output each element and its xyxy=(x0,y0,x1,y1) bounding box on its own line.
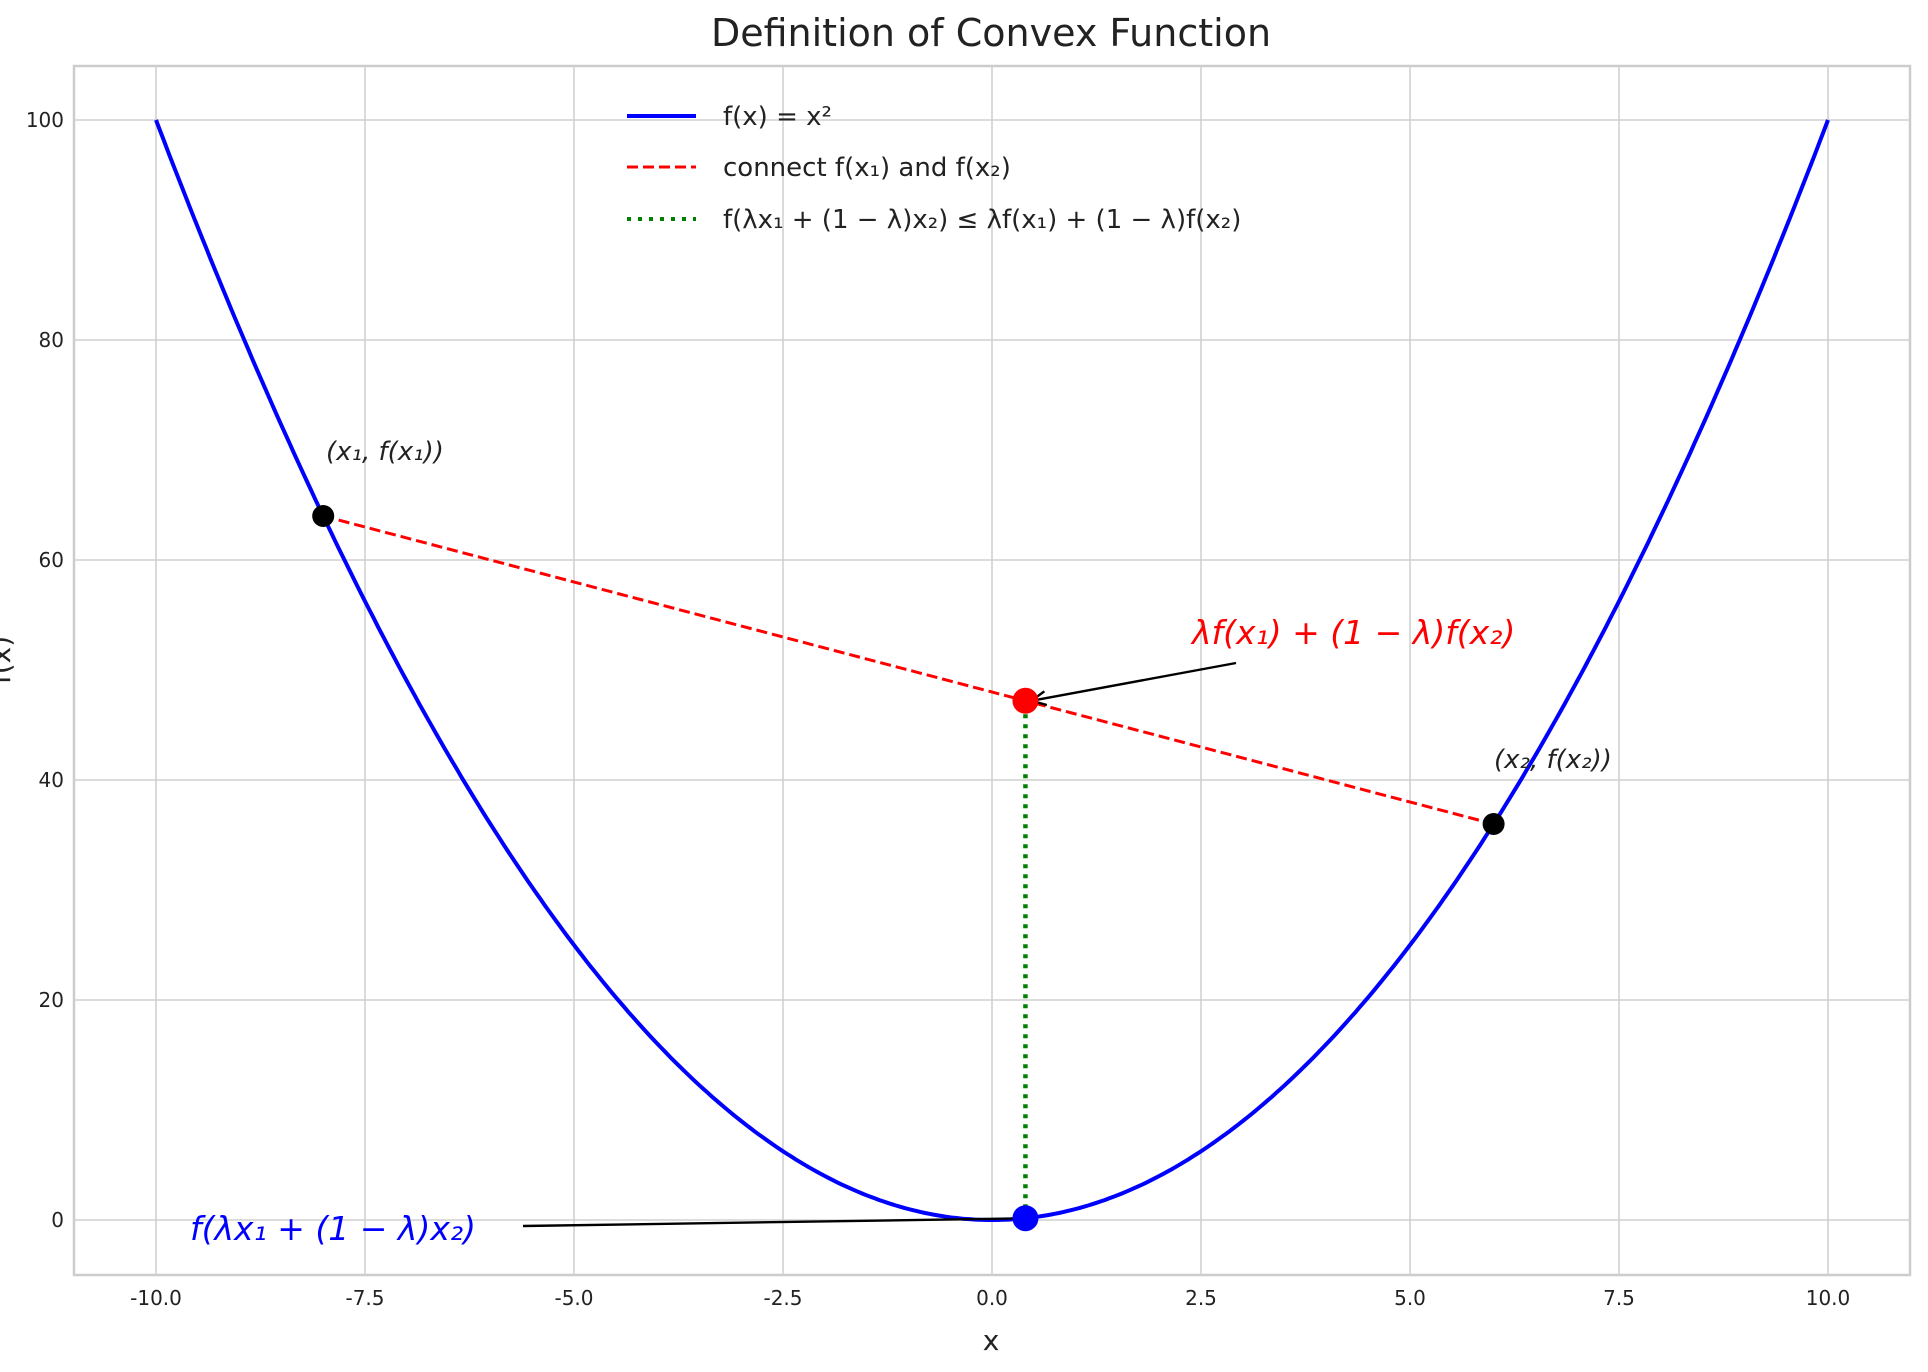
point-chord-value xyxy=(1012,687,1039,714)
x-ticks: -10.0 -7.5 -5.0 -2.5 0.0 2.5 5.0 7.5 10.0 xyxy=(130,1286,1850,1310)
point-label-x2: (x₂, f(x₂)) xyxy=(1494,745,1612,775)
chart-title: Definition of Convex Function xyxy=(711,11,1271,55)
annotation-arrow-chord xyxy=(1031,661,1237,702)
annotation-chord-value: λf(x₁) + (1 − λ)f(x₂) xyxy=(1190,613,1515,652)
legend-label-chord: connect f(x₁) and f(x₂) xyxy=(723,153,1011,183)
y-tick-label: 40 xyxy=(39,768,64,792)
annotation-arrow-function xyxy=(522,1217,1032,1228)
point-x2 xyxy=(1482,813,1505,835)
x-tick-label: 0.0 xyxy=(976,1286,1008,1310)
point-function-value xyxy=(1012,1205,1039,1232)
x-tick-label: 5.0 xyxy=(1394,1286,1426,1310)
annotation-function-value: f(λx₁ + (1 − λ)x₂) xyxy=(190,1209,476,1248)
x-tick-label: -7.5 xyxy=(345,1286,384,1310)
legend-label-inequality: f(λx₁ + (1 − λ)x₂) ≤ λf(x₁) + (1 − λ)f(x… xyxy=(723,205,1241,235)
x-axis-label: x xyxy=(983,1324,1000,1357)
y-tick-label: 100 xyxy=(26,108,64,132)
y-tick-label: 20 xyxy=(39,988,64,1012)
y-tick-label: 80 xyxy=(39,328,64,352)
x-tick-label: -10.0 xyxy=(130,1286,182,1310)
y-axis-label: f(x) xyxy=(0,636,17,684)
x-tick-label: 7.5 xyxy=(1603,1286,1635,1310)
x-tick-label: 2.5 xyxy=(1185,1286,1217,1310)
y-tick-label: 60 xyxy=(39,548,64,572)
x-tick-label: -5.0 xyxy=(554,1286,593,1310)
legend: f(x) = x² connect f(x₁) and f(x₂) f(λx₁ … xyxy=(627,102,1241,235)
chord-line xyxy=(322,514,1494,826)
point-x1 xyxy=(312,505,335,527)
legend-label-function: f(x) = x² xyxy=(723,102,832,132)
y-ticks: 0 20 40 60 80 100 xyxy=(26,108,64,1232)
x-tick-label: -2.5 xyxy=(763,1286,802,1310)
point-label-x1: (x₁, f(x₁)) xyxy=(326,437,444,467)
marks xyxy=(154,119,1830,1232)
x-tick-label: 10.0 xyxy=(1806,1286,1851,1310)
y-tick-label: 0 xyxy=(51,1208,64,1232)
